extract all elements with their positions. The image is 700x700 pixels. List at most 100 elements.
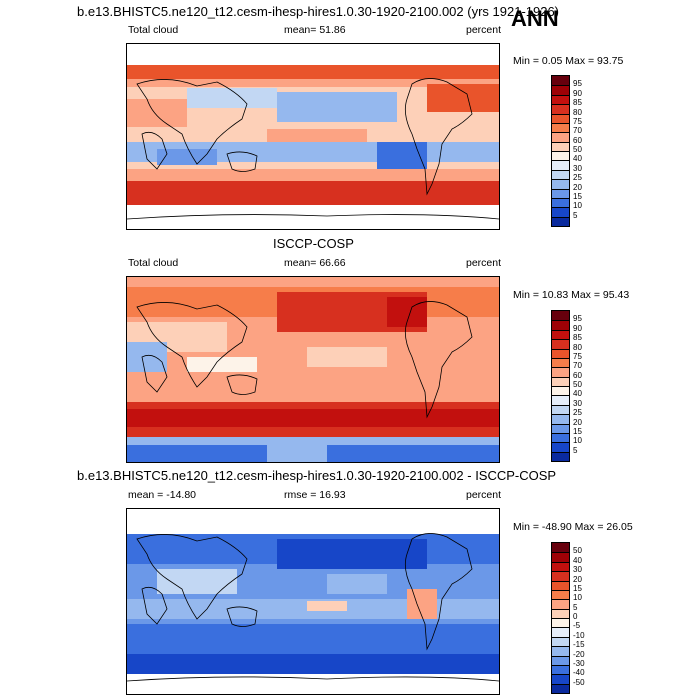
colorbar-tick-label: -40 [573,668,585,678]
colorbar-cell [552,320,569,330]
colorbar-tick-label: -30 [573,658,585,668]
colorbar-tick-label: 30 [573,398,582,408]
colorbar-tick-label: 5 [573,445,578,455]
colorbar-tick-label: 90 [573,88,582,98]
colorbar-cell [552,404,569,415]
panel3-title: b.e13.BHISTC5.ne120_t12.cesm-ihesp-hires… [77,468,557,483]
colorbar-cell [552,169,569,180]
colorbar-cell [552,442,569,452]
colorbar-cell [552,451,569,461]
colorbar-cell [552,122,569,133]
colorbar-cell [552,141,569,151]
colorbar-cell [552,207,569,217]
colorbar-tick-label: 25 [573,173,582,183]
colorbar-cell [552,589,569,600]
colorbar-cell [552,423,569,433]
panel1-minmax: Min = 0.05 Max = 93.75 [513,55,624,67]
colorbar-cell [552,113,569,123]
panel3-mean-label: mean = -14.80 [128,489,197,501]
colorbar-tick-label: 80 [573,107,582,117]
colorbar-cell [552,599,569,609]
colorbar-cell [552,329,569,340]
colorbar-cell [552,543,569,553]
colorbar-tick-label: 25 [573,408,582,418]
colorbar-cell [552,376,569,386]
colorbar-cell [552,618,569,628]
colorbar-cell [552,94,569,105]
panel2-variable-label: Total cloud [128,257,179,269]
panel2-title: ISCCP-COSP [273,236,354,251]
colorbar-tick-label: 70 [573,361,582,371]
colorbar-cell [552,580,569,590]
colorbar-tick-label: 85 [573,98,582,108]
colorbar-cell [552,646,569,656]
colorbar-tick-label: -10 [573,630,585,640]
colorbar-cell [552,395,569,405]
colorbar-tick-label: 5 [573,602,578,612]
colorbar-tick-label: 15 [573,583,582,593]
colorbar-tick-label: -20 [573,649,585,659]
panel2-mean-label: mean= 66.66 [284,257,346,269]
colorbar-tick-label: 95 [573,79,582,89]
colorbar-tick-label: 50 [573,546,582,556]
panel3-map [126,508,500,695]
panel2-map [126,276,500,463]
panel1-map [126,43,500,230]
colorbar-cell [552,132,569,142]
panel3-units-label: percent [466,489,502,501]
colorbar-cell [552,311,569,321]
colorbar-tick-label: 10 [573,201,582,211]
panel3-rmse-label: rmse = 16.93 [284,489,346,501]
colorbar-cell [552,104,569,114]
colorbar-tick-label: 50 [573,145,582,154]
colorbar-tick-label: 15 [573,191,582,201]
colorbar-tick-label: -15 [573,640,585,650]
colorbar-cell [552,197,569,208]
colorbar-cell [552,216,569,226]
colorbar-tick-label: 75 [573,351,582,361]
panel2-minmax: Min = 10.83 Max = 95.43 [513,289,630,301]
colorbar-cell [552,414,569,424]
panel1-units-label: percent [466,24,502,36]
panel1-title: b.e13.BHISTC5.ne120_t12.cesm-ihesp-hires… [77,4,560,19]
panel2-units-label: percent [466,257,502,269]
colorbar-cell [552,552,569,562]
colorbar-tick-label: 60 [573,135,582,145]
colorbar-cell [552,160,569,170]
colorbar-cell [552,627,569,637]
colorbar-tick-label: 80 [573,342,582,352]
panel1-variable-label: Total cloud [128,24,179,36]
colorbar-tick-label: 50 [573,380,582,389]
colorbar-tick-label: 90 [573,323,582,333]
panel3-minmax: Min = -48.90 Max = 26.05 [513,521,633,533]
colorbar-cell [552,179,569,189]
colorbar-cell [552,655,569,665]
colorbar-cell [552,664,569,675]
colorbar-tick-label: -50 [573,677,585,687]
colorbar-tick-label: -5 [573,621,581,631]
colorbar-tick-label: 20 [573,574,582,584]
colorbar-cell [552,76,569,86]
colorbar-tick-label: 5 [573,210,578,220]
colorbar-tick-label: 60 [573,370,582,380]
colorbar-tick-label: 20 [573,182,582,192]
colorbar-cell [552,357,569,368]
panel2-colorbar [551,310,570,462]
panel1-mean-label: mean= 51.86 [284,24,346,36]
colorbar-cell [552,367,569,377]
colorbar-cell [552,674,569,684]
colorbar-cell [552,85,569,95]
season-label: ANN [511,6,559,31]
colorbar-tick-label: 40 [573,555,582,565]
colorbar-cell [552,386,569,396]
colorbar-tick-label: 20 [573,417,582,427]
colorbar-cell [552,348,569,358]
colorbar-tick-label: 30 [573,163,582,173]
colorbar-tick-label: 85 [573,333,582,343]
colorbar-tick-label: 40 [573,389,582,399]
colorbar-tick-label: 75 [573,116,582,126]
colorbar-tick-label: 0 [573,612,578,621]
colorbar-cell [552,683,569,693]
panel3-colorbar [551,542,570,694]
colorbar-cell [552,561,569,572]
